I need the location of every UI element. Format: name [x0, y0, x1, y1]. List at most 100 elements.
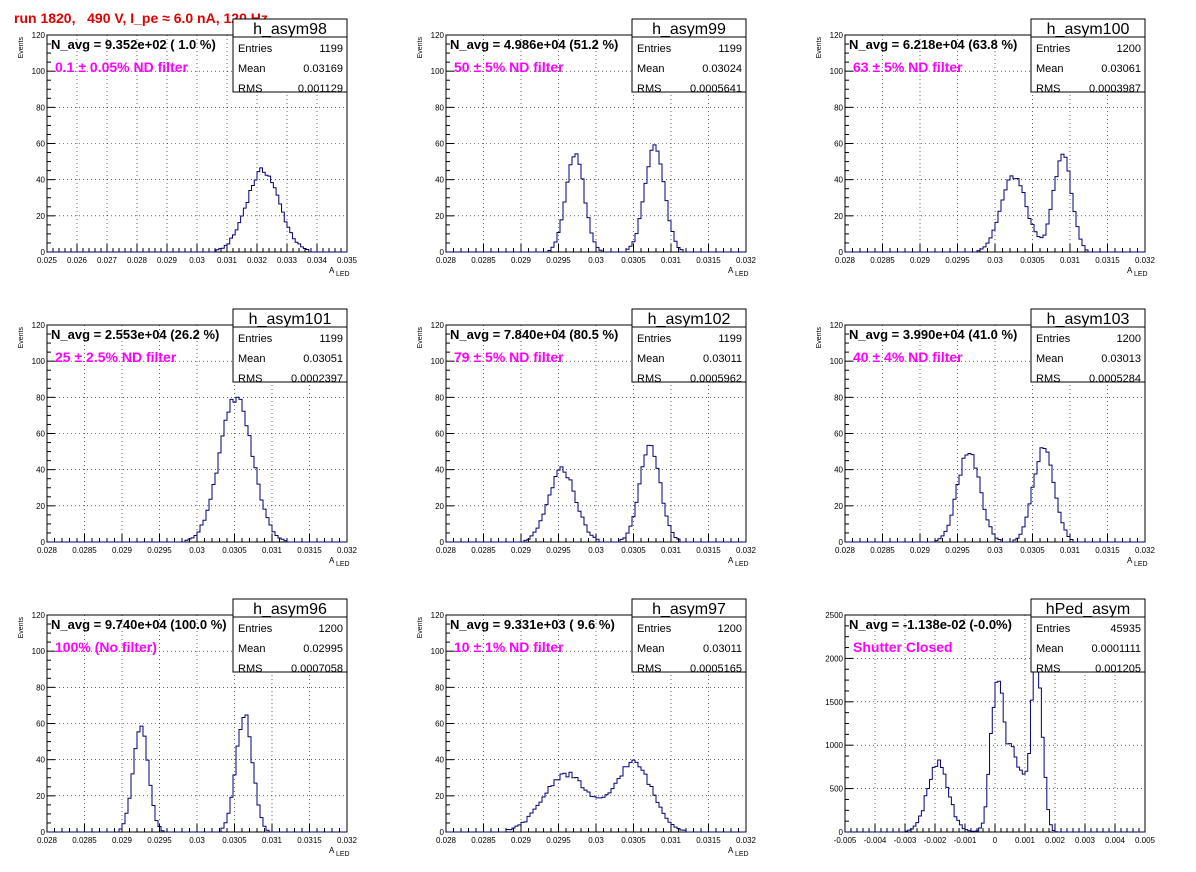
y-tick-label: 20 — [435, 502, 444, 511]
stat-label-mean: Mean — [1036, 353, 1064, 365]
x-axis-label: A — [329, 556, 335, 565]
y-tick-label: 0 — [440, 538, 445, 547]
x-tick-label: 0.031 — [661, 546, 682, 555]
y-tick-label: 2000 — [825, 654, 843, 663]
x-tick-label: 0.032 — [1135, 256, 1156, 265]
stat-label-entries: Entries — [637, 623, 672, 635]
x-tick-label: 0.028 — [127, 256, 148, 265]
stat-value-rms: 0.0005165 — [690, 663, 742, 675]
y-tick-label: 0 — [839, 248, 844, 257]
y-tick-label: 0 — [41, 538, 46, 547]
y-tick-label: 40 — [435, 466, 444, 475]
x-tick-label: 0.03 — [588, 836, 604, 845]
x-tick-label: 0.031 — [661, 836, 682, 845]
histogram-panel-h_asym100: 0.028 0.0285 0.029 0.0295 0.03 0.0305 0.031 0.0… — [816, 18, 1156, 278]
x-tick-label: 0.0295 — [147, 546, 172, 555]
navg-label: N_avg = 7.840e+04 (80.5 %) — [450, 327, 618, 342]
x-tick-label: 0.0285 — [870, 546, 895, 555]
stat-label-entries: Entries — [637, 43, 672, 55]
x-tick-label: 0.0315 — [696, 256, 721, 265]
filter-note: 79 ± 5% ND filter — [454, 349, 564, 365]
x-tick-label: 0.0295 — [546, 836, 571, 845]
x-tick-label: 0.0315 — [1095, 256, 1120, 265]
histogram-panel-h_asym96: 0.028 0.0285 0.029 0.0295 0.03 0.0305 0.031 0.0… — [18, 598, 358, 858]
histogram-name: h_asym101 — [249, 311, 332, 328]
x-tick-label: 0.0305 — [621, 836, 646, 845]
x-tick-label: 0.031 — [1060, 546, 1081, 555]
navg-label: N_avg = -1.138e-02 (-0.0%) — [849, 617, 1012, 632]
x-tick-label: 0.029 — [157, 256, 178, 265]
x-axis-label-sub: LED — [735, 271, 749, 278]
navg-label: N_avg = 4.986e+04 (51.2 %) — [450, 37, 618, 52]
histogram-series — [47, 167, 347, 253]
x-axis-label: A — [728, 846, 734, 855]
y-tick-label: 40 — [36, 756, 45, 765]
histogram-series — [446, 144, 746, 253]
y-tick-label: 80 — [36, 103, 45, 112]
stat-label-rms: RMS — [238, 83, 262, 95]
y-tick-label: 120 — [32, 321, 46, 330]
y-tick-label: 120 — [32, 31, 46, 40]
y-tick-label: 0 — [440, 828, 445, 837]
x-tick-label: 0.03 — [588, 256, 604, 265]
histogram-panel-hPed_asym: -0.005 -0.004 -0.003 -0.002 -0.001 0 0.001 0.00… — [825, 598, 1156, 845]
stat-value-mean: 0.03011 — [703, 353, 742, 365]
stat-label-mean: Mean — [1036, 643, 1064, 655]
stats-box — [232, 308, 348, 383]
y-tick-label: 2500 — [825, 611, 843, 620]
y-tick-label: 100 — [32, 647, 46, 656]
y-tick-label: 0 — [839, 828, 844, 837]
stats-box — [232, 18, 348, 93]
stat-value-entries: 1199 — [718, 333, 742, 345]
x-tick-label: 0.029 — [910, 546, 931, 555]
y-tick-label: 20 — [435, 212, 444, 221]
y-tick-label: 60 — [435, 720, 444, 729]
y-axis-label: Events — [816, 37, 823, 59]
stat-value-rms: 0.001129 — [298, 83, 343, 95]
x-axis-label-sub: LED — [735, 561, 749, 568]
x-tick-label: 0.034 — [307, 256, 328, 265]
x-tick-label: 0.005 — [1135, 836, 1156, 845]
x-tick-label: 0.002 — [1045, 836, 1066, 845]
x-tick-label: 0.0285 — [870, 256, 895, 265]
stat-label-rms: RMS — [637, 663, 661, 675]
stat-label-rms: RMS — [238, 373, 262, 385]
stats-box — [631, 598, 747, 673]
y-tick-label: 40 — [36, 466, 45, 475]
filter-note: 0.1 ± 0.05% ND filter — [55, 59, 189, 75]
x-tick-label: 0.029 — [112, 836, 133, 845]
x-tick-label: 0.025 — [37, 256, 58, 265]
stat-value-rms: 0.0005641 — [690, 83, 742, 95]
histogram-name: h_asym103 — [1047, 311, 1130, 328]
x-tick-label: 0.029 — [511, 546, 532, 555]
x-tick-label: 0.029 — [910, 256, 931, 265]
y-tick-label: 20 — [834, 212, 843, 221]
stat-label-mean: Mean — [238, 353, 266, 365]
x-tick-label: 0.0315 — [696, 546, 721, 555]
histogram-series — [845, 657, 1145, 833]
stat-label-mean: Mean — [238, 643, 266, 655]
x-tick-label: -0.005 — [834, 836, 857, 845]
navg-label: N_avg = 2.553e+04 (26.2 %) — [51, 327, 219, 342]
x-tick-label: 0.004 — [1105, 836, 1126, 845]
y-tick-label: 100 — [431, 647, 445, 656]
histogram-panel-h_asym99: 0.028 0.0285 0.029 0.0295 0.03 0.0305 0.031 0.0… — [417, 18, 757, 278]
y-tick-label: 20 — [36, 502, 45, 511]
y-tick-label: 80 — [36, 393, 45, 402]
histogram-panel-h_asym102: 0.028 0.0285 0.029 0.0295 0.03 0.0305 0.031 0.0… — [417, 308, 757, 568]
stat-label-entries: Entries — [1036, 623, 1071, 635]
y-tick-label: 100 — [830, 357, 844, 366]
y-tick-label: 60 — [834, 430, 843, 439]
navg-label: N_avg = 9.352e+02 ( 1.0 %) — [51, 37, 216, 52]
x-axis-label-sub: LED — [336, 271, 350, 278]
y-tick-label: 20 — [834, 502, 843, 511]
navg-label: N_avg = 6.218e+04 (63.8 %) — [849, 37, 1017, 52]
x-tick-label: 0.0305 — [222, 836, 247, 845]
stat-value-entries: 1199 — [319, 43, 343, 55]
x-tick-label: 0.032 — [736, 546, 757, 555]
x-tick-label: 0.03 — [588, 546, 604, 555]
y-tick-label: 120 — [830, 321, 844, 330]
stat-value-entries: 1200 — [319, 623, 343, 635]
x-tick-label: 0.0305 — [621, 546, 646, 555]
x-tick-label: 0.03 — [189, 256, 205, 265]
